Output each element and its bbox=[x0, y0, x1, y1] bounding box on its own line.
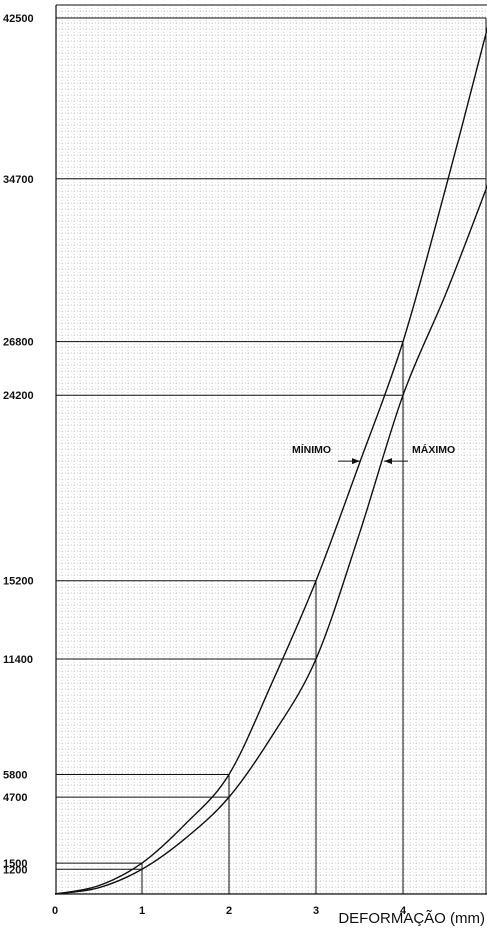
x-tick-label: 1 bbox=[139, 905, 145, 917]
y-tick-label: 26800 bbox=[3, 337, 34, 349]
y-tick-label: 4700 bbox=[3, 792, 27, 804]
x-tick-label: 3 bbox=[313, 905, 319, 917]
x-tick-label: 0 bbox=[52, 905, 58, 917]
y-tick-label: 24200 bbox=[3, 390, 34, 402]
x-axis-label: DEFORMAÇÃO (mm) bbox=[338, 910, 485, 927]
y-tick-label: 42500 bbox=[3, 13, 34, 25]
arrowhead-minimo bbox=[352, 458, 360, 465]
arrowhead-maximo bbox=[384, 458, 392, 465]
x-tick-label: 2 bbox=[226, 905, 232, 917]
series-line-maximo bbox=[54, 184, 487, 895]
series-line-minimo bbox=[54, 26, 487, 895]
y-tick-label: 5800 bbox=[3, 769, 27, 781]
y-tick-label: 34700 bbox=[3, 174, 34, 186]
y-tick-label: 1500 bbox=[3, 858, 27, 870]
x-tick-label: 4 bbox=[400, 905, 407, 917]
annotation-maximo: MÁXIMO bbox=[412, 443, 455, 456]
y-tick-label: 15200 bbox=[3, 576, 34, 588]
annotation-minimo: MÍNIMO bbox=[292, 443, 331, 456]
y-tick-label: 11400 bbox=[3, 654, 33, 666]
y-tick-label: 1200 bbox=[3, 864, 27, 876]
